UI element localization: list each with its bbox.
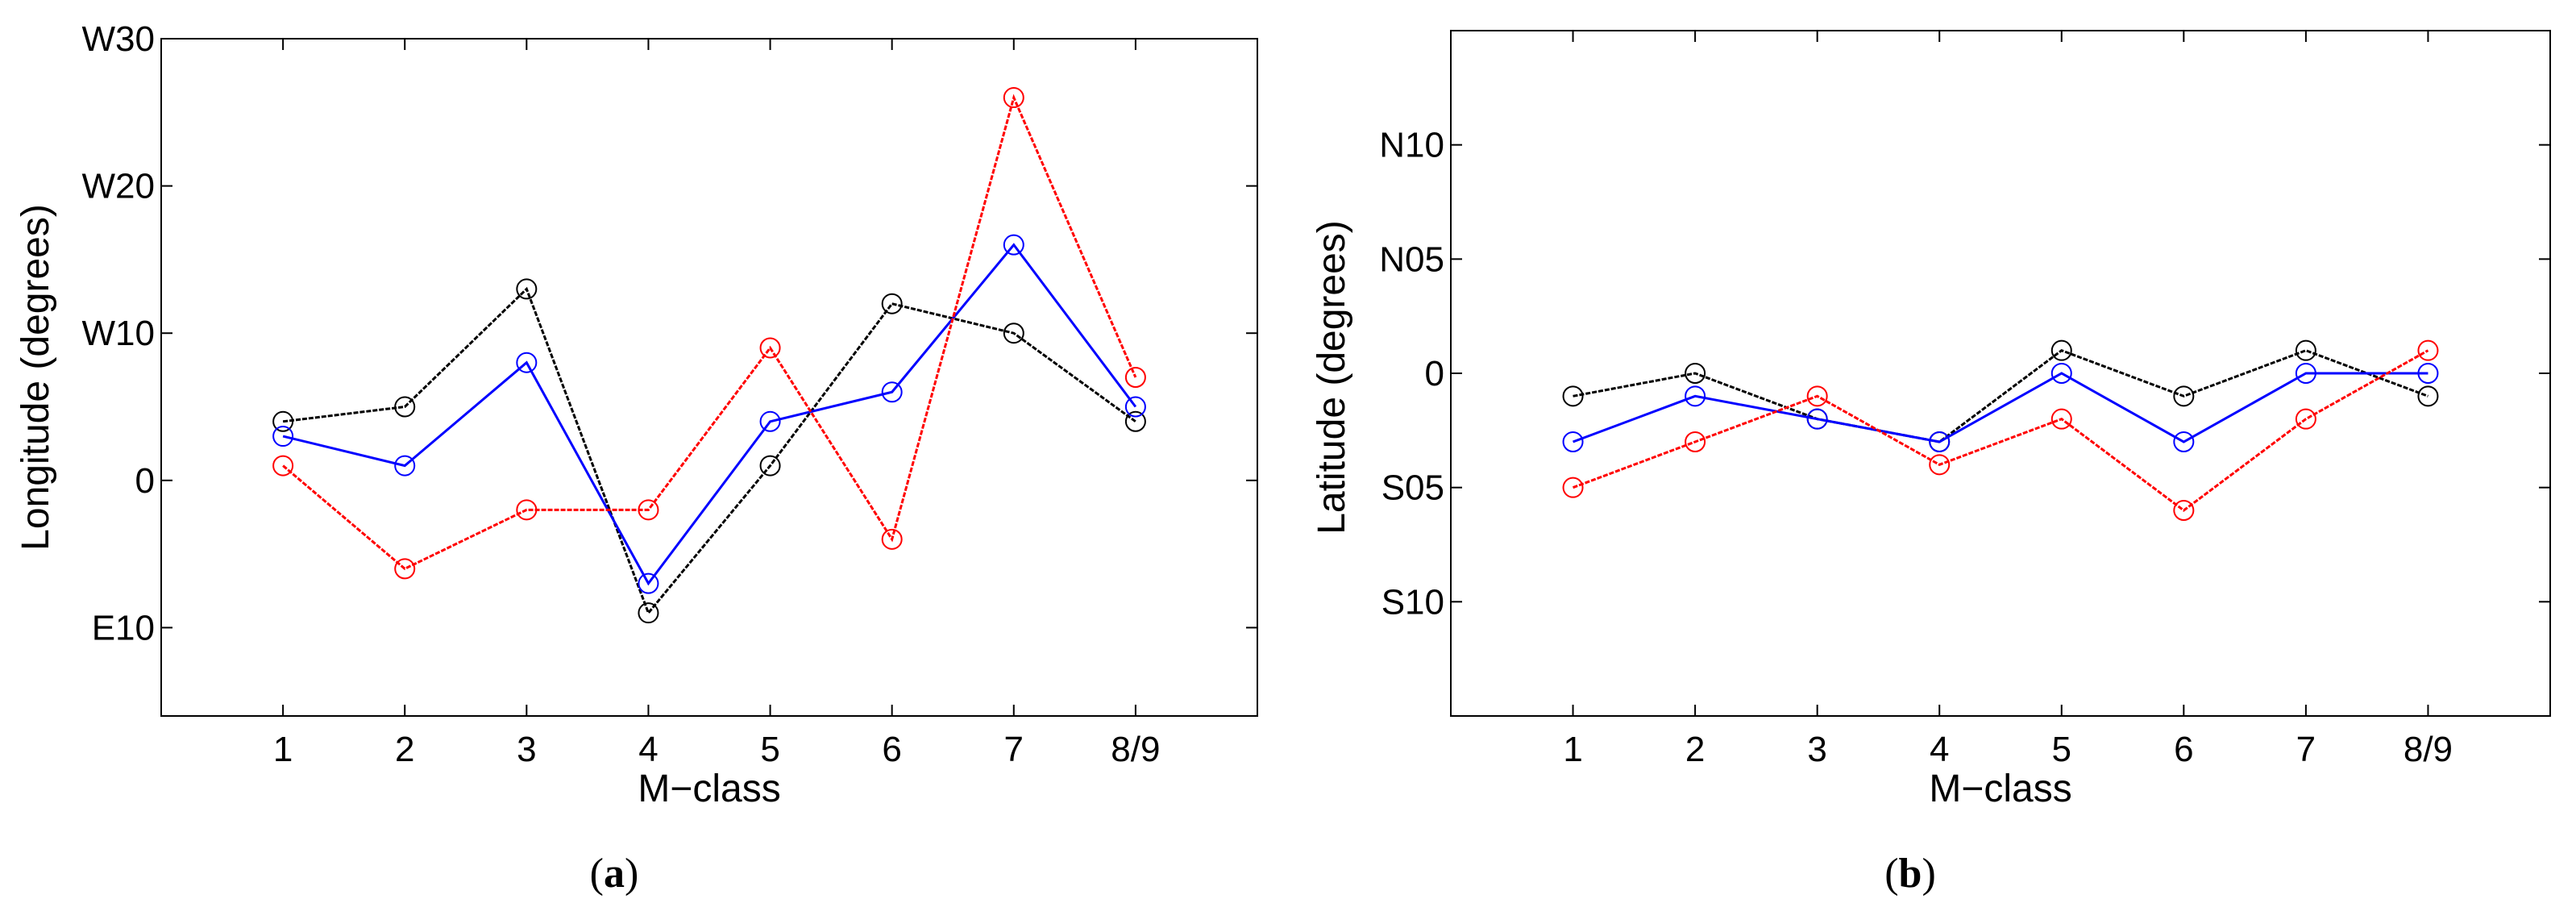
y-tick-label: W10	[82, 314, 155, 353]
x-tick-label: 3	[1807, 730, 1826, 769]
data-point-blue	[2295, 363, 2316, 384]
x-tick-label: 6	[2174, 730, 2193, 769]
x-tick-label: 4	[1930, 730, 1949, 769]
y-tick-label: 0	[1425, 354, 1444, 393]
data-point-black	[394, 396, 416, 418]
data-point-red	[1124, 367, 1146, 388]
data-point-blue	[1124, 396, 1146, 418]
panel-label: (b)	[1884, 851, 1936, 897]
data-point-black	[759, 455, 781, 477]
data-point-black	[638, 602, 659, 624]
data-point-black	[2417, 385, 2439, 407]
data-point-black	[2295, 339, 2316, 361]
y-axis-label: Longitude (degrees)	[15, 204, 57, 551]
data-point-blue	[1003, 234, 1024, 256]
x-axis-label: M−class	[1929, 768, 2071, 810]
series-line-red	[282, 94, 1137, 571]
data-point-red	[2417, 339, 2439, 361]
data-point-black	[2050, 339, 2072, 361]
data-point-red	[2173, 500, 2195, 521]
data-point-red	[759, 337, 781, 359]
plot-frame	[160, 38, 1258, 717]
data-point-black	[2173, 385, 2195, 407]
x-axis-label: M−class	[638, 768, 780, 810]
data-point-black	[1562, 385, 1584, 407]
data-point-blue	[881, 381, 903, 403]
data-point-red	[638, 499, 659, 521]
data-point-red	[1806, 385, 1828, 407]
data-point-blue	[2173, 431, 2195, 452]
data-point-blue	[272, 426, 294, 447]
y-tick-label: S10	[1381, 582, 1444, 622]
x-tick-label: 8/9	[1111, 730, 1160, 769]
series-line-red	[1573, 349, 2429, 512]
data-point-blue	[516, 352, 538, 373]
series-line-black	[282, 286, 1136, 616]
chart-panel-b: N10 N05 0 S05 S10 1 2 3 4 5 6 7 8/9 M−class Latitude (…	[1311, 30, 2551, 897]
y-tick-label: W20	[82, 167, 155, 206]
x-tick-label: 5	[760, 730, 779, 769]
y-axis-label: Latitude (degrees)	[1311, 220, 1353, 535]
data-point-blue	[2050, 363, 2072, 384]
x-tick-label: 4	[638, 730, 658, 769]
x-tick-label: 1	[1563, 730, 1582, 769]
x-tick-label: 7	[2296, 730, 2316, 769]
x-tick-label: 7	[1004, 730, 1024, 769]
data-point-blue	[1562, 431, 1584, 452]
data-point-red	[881, 528, 903, 550]
data-point-blue	[394, 455, 416, 477]
data-point-red	[2295, 408, 2316, 430]
y-tick-label: W30	[82, 19, 155, 59]
panel-label-letter: b	[1899, 851, 1922, 897]
data-point-blue	[2417, 363, 2439, 384]
series-line-blue	[1573, 372, 2429, 443]
x-tick-label: 5	[2052, 730, 2071, 769]
y-tick-label: 0	[135, 461, 155, 501]
data-point-black	[1124, 410, 1146, 432]
y-tick-label: N10	[1379, 126, 1444, 165]
data-point-red	[1929, 454, 1951, 476]
data-point-red	[1685, 431, 1706, 452]
data-point-red	[2050, 408, 2072, 430]
y-tick-label: E10	[92, 608, 155, 647]
data-point-black	[516, 278, 538, 300]
data-point-red	[1562, 477, 1584, 498]
y-tick-label: N05	[1379, 239, 1444, 279]
series-line-blue	[282, 243, 1137, 586]
x-tick-label: 8/9	[2404, 730, 2453, 769]
panel-label-letter: a	[604, 851, 625, 897]
data-point-red	[272, 455, 294, 477]
data-point-blue	[638, 572, 659, 594]
data-point-red	[1003, 87, 1024, 109]
panel-label: (a)	[590, 851, 639, 897]
x-tick-label: 6	[882, 730, 901, 769]
data-point-blue	[1929, 431, 1951, 452]
data-point-red	[516, 499, 538, 521]
x-tick-label: 1	[273, 730, 293, 769]
data-point-black	[272, 410, 294, 432]
x-tick-label: 2	[1685, 730, 1705, 769]
data-point-black	[1003, 323, 1024, 344]
data-point-black	[1685, 363, 1706, 384]
data-point-blue	[1806, 408, 1828, 430]
y-tick-label: S05	[1381, 468, 1444, 508]
series-line-black	[1573, 348, 2429, 443]
data-point-blue	[759, 410, 781, 432]
data-point-black	[881, 293, 903, 314]
chart-panel-a: W30 W20 W10 0 E10 1 2 3 4 5 6 7 8/9 M−class Longitude …	[15, 19, 1258, 897]
x-tick-label: 3	[517, 730, 536, 769]
x-tick-label: 2	[395, 730, 414, 769]
data-point-red	[394, 558, 416, 580]
data-point-blue	[1685, 385, 1706, 407]
